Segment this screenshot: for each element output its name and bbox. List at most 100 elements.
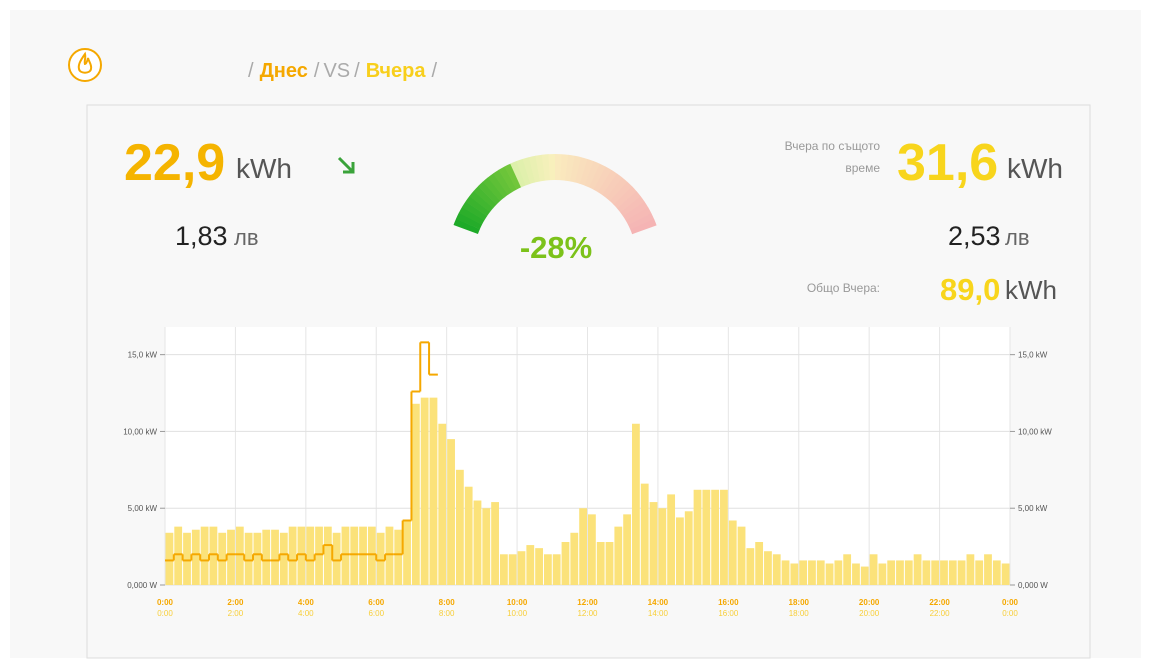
label: време [845, 161, 880, 175]
gauge-segment [516, 158, 531, 186]
gauge-segment [455, 212, 483, 230]
gauge-segment [606, 177, 628, 202]
x-tick-label: 10:00 [507, 609, 528, 618]
bar [746, 548, 755, 585]
x-tick-label: 0:00 [157, 598, 174, 607]
bar [420, 397, 429, 585]
bar [781, 560, 790, 585]
bar [904, 560, 913, 585]
gauge-segment [555, 154, 562, 181]
bar [473, 500, 482, 585]
bar [816, 560, 825, 585]
gauge-segment [593, 166, 612, 193]
bar [605, 542, 614, 585]
bar [825, 563, 834, 585]
gauge-segment [453, 218, 480, 234]
bar [227, 529, 235, 585]
gauge-segment [548, 154, 556, 181]
bar [262, 529, 271, 585]
bar [535, 548, 543, 585]
gauge-segment [482, 177, 505, 202]
gauge-segment [504, 163, 522, 190]
x-tick-label: 14:00 [648, 598, 669, 607]
bar [764, 551, 772, 585]
gauge-segment [473, 186, 497, 209]
today: Днес [260, 60, 308, 82]
bar [702, 489, 711, 585]
bar [632, 423, 640, 585]
vs: VS [323, 60, 350, 82]
yesterday-cost: 2,53 [948, 221, 1001, 251]
y-tick-label: 15,0 kW [128, 351, 158, 360]
x-tick-label: 8:00 [439, 598, 456, 607]
bar [940, 560, 948, 585]
x-tick-label: 12:00 [577, 598, 598, 607]
gauge-segment [625, 207, 652, 225]
bar [332, 532, 341, 585]
bar [579, 508, 587, 585]
gauge-segment [498, 166, 517, 193]
gauge-segment [579, 158, 595, 186]
bar [878, 563, 887, 585]
bar [376, 532, 385, 585]
bar [711, 489, 720, 585]
bar [588, 514, 596, 585]
gauge-segment [622, 201, 649, 221]
bar [975, 560, 984, 585]
bar [438, 423, 447, 585]
y-tick-label: 5,00 kW [1018, 504, 1048, 513]
bar [640, 483, 649, 585]
gauge-segment [461, 201, 488, 221]
bar [614, 526, 623, 585]
bar [728, 520, 737, 585]
yesterday-total: 89,0 [940, 272, 1000, 307]
x-tick-label: 10:00 [507, 598, 528, 607]
unit: kWh [236, 153, 292, 184]
bar [992, 560, 1001, 585]
bar [667, 494, 676, 585]
y-tick-label: 0,000 W [127, 581, 157, 590]
gauge-segment [602, 173, 623, 198]
sep: / [248, 60, 254, 82]
bar [411, 403, 420, 585]
x-tick-label: 0:00 [157, 609, 173, 618]
bar [957, 560, 966, 585]
today-energy: 22,9 [124, 134, 225, 192]
bar [306, 526, 315, 585]
bar [235, 526, 244, 585]
gauge-segment [630, 218, 657, 235]
bar [860, 566, 869, 585]
label: Общо Вчера: [807, 281, 880, 295]
unit: лв [234, 225, 259, 250]
bar [403, 520, 411, 585]
gauge-segment [522, 157, 536, 184]
unit: kWh [1007, 153, 1063, 184]
bar [649, 502, 658, 585]
bar [244, 532, 253, 585]
bar [359, 526, 367, 585]
y-tick-label: 10,00 kW [123, 427, 157, 436]
bar [543, 554, 552, 585]
x-tick-label: 18:00 [789, 609, 810, 618]
gauge-segment [528, 155, 541, 183]
gauge-segment [620, 196, 645, 217]
bar [869, 554, 878, 585]
down-arrow [337, 156, 355, 174]
x-tick-label: 6:00 [368, 598, 385, 607]
bar [755, 542, 764, 585]
gauge-segment [487, 173, 509, 198]
bar [499, 554, 508, 585]
y-tick-label: 0,000 W [1018, 581, 1048, 590]
sep: / [431, 60, 437, 82]
bar [1001, 563, 1010, 585]
x-tick-label: 14:00 [648, 609, 669, 618]
gauge-segment [597, 169, 618, 195]
bar [922, 560, 931, 585]
bar [561, 542, 570, 585]
header: / Днес / VS / Вчера / [248, 60, 437, 82]
bar [174, 526, 183, 585]
bar [279, 532, 288, 585]
flame [77, 51, 93, 74]
gauge [453, 154, 657, 235]
